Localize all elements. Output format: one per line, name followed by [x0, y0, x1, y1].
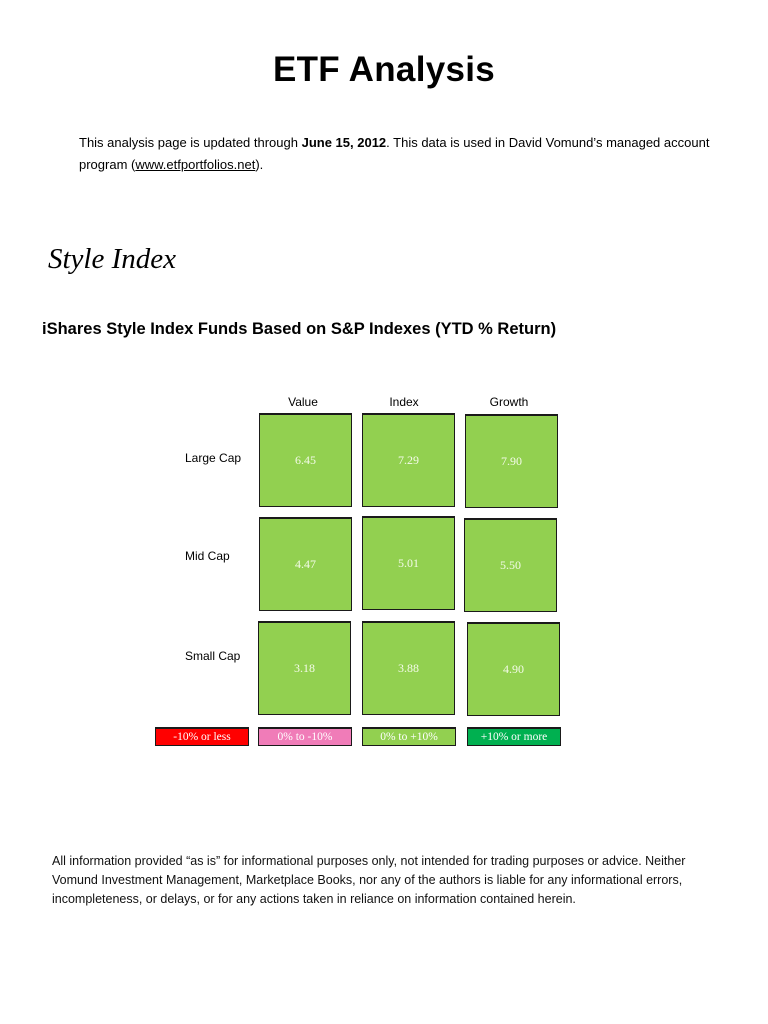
- row-header-small-cap: Small Cap: [185, 649, 241, 663]
- cell-mid-cap-growth: 5.50: [464, 518, 557, 612]
- legend-minus-10-or-less: -10% or less: [155, 727, 249, 746]
- intro-text-after: ).: [255, 157, 264, 172]
- legend-0-to-minus-10: 0% to -10%: [258, 727, 352, 746]
- cell-small-cap-growth: 4.90: [467, 622, 560, 716]
- cell-large-cap-value: 6.45: [259, 413, 352, 507]
- cell-small-cap-value: 3.18: [258, 621, 351, 715]
- intro-text-middle: . This data is used in David Vomund’s ma…: [79, 135, 710, 172]
- cell-mid-cap-value: 4.47: [259, 517, 352, 611]
- cell-large-cap-growth: 7.90: [465, 414, 558, 508]
- disclaimer: All information provided “as is” for inf…: [52, 854, 686, 906]
- chart-title: iShares Style Index Funds Based on S&P I…: [42, 320, 557, 338]
- column-header-value: Value: [288, 395, 318, 409]
- cell-mid-cap-index: 5.01: [362, 516, 455, 610]
- row-header-mid-cap: Mid Cap: [185, 549, 230, 563]
- update-date: June 15, 2012: [301, 135, 387, 150]
- cell-large-cap-index: 7.29: [362, 413, 455, 507]
- cell-small-cap-index: 3.88: [362, 621, 455, 715]
- intro-text-before: This analysis page is updated through: [79, 135, 302, 150]
- intro-paragraph: This analysis page is updated through Ju…: [79, 132, 719, 176]
- row-header-large-cap: Large Cap: [185, 451, 242, 465]
- page-title: ETF Analysis: [272, 50, 496, 89]
- column-header-index: Index: [389, 395, 419, 409]
- legend-plus-10-or-more: +10% or more: [467, 727, 561, 746]
- legend-0-to-plus-10: 0% to +10%: [362, 727, 456, 746]
- column-header-growth: Growth: [489, 395, 529, 409]
- etfportfolios-link[interactable]: www.etfportfolios.net: [135, 157, 256, 172]
- section-title: Style Index: [48, 243, 177, 275]
